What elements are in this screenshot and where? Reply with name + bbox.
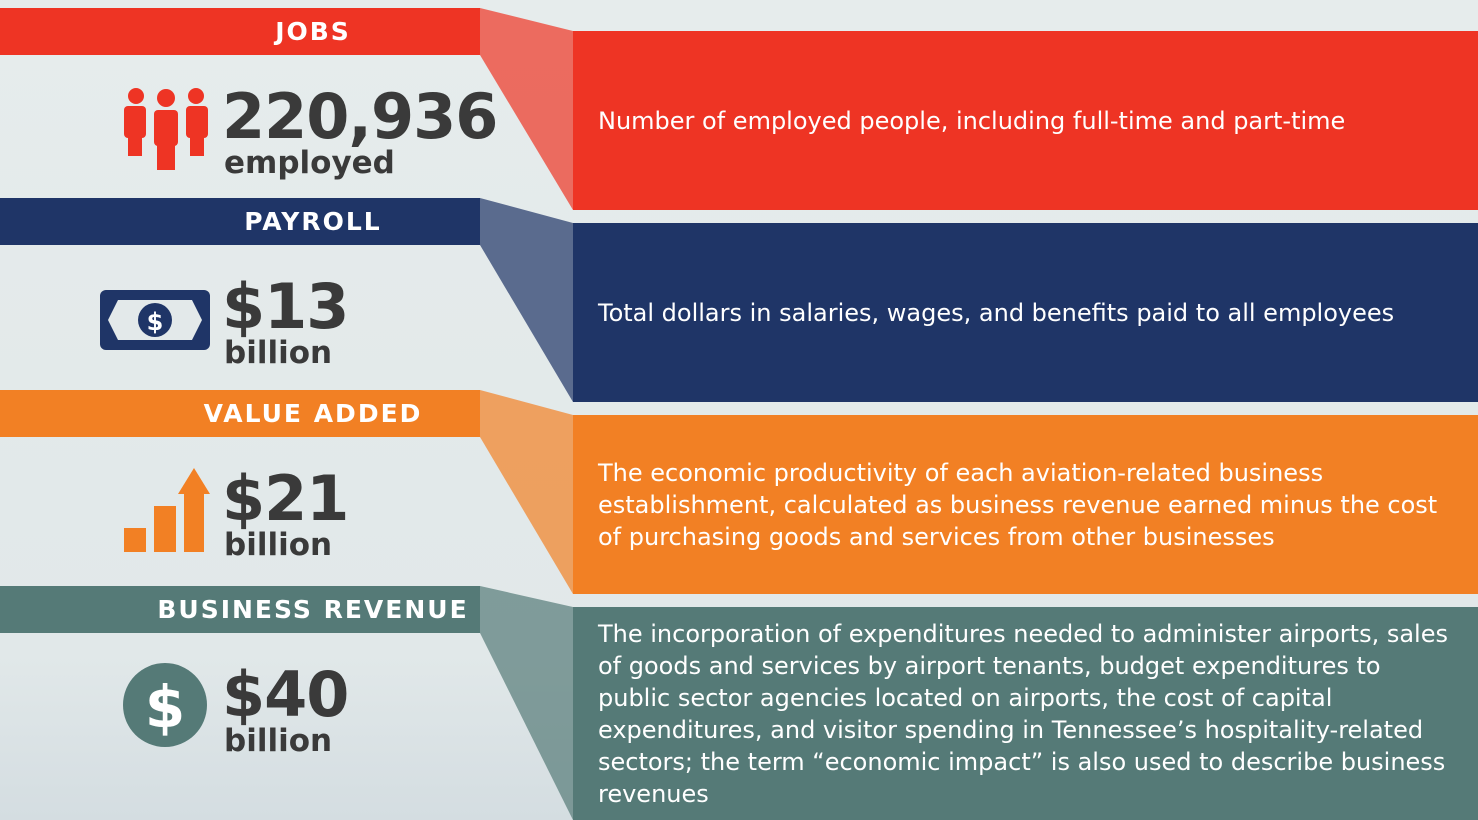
header-bar [0,390,480,437]
section-value: 220,936 [222,80,498,153]
section-description: The incorporation of expenditures needed… [598,619,1448,808]
header-bar [0,198,480,245]
section-description: Total dollars in salaries, wages, and be… [598,298,1395,327]
section-header: BUSINESS REVENUE [157,595,469,624]
growth-icon [124,468,210,552]
description-panel [573,223,1478,402]
header-bar [0,586,480,633]
people-icon [124,88,208,170]
section-header: PAYROLL [244,207,382,236]
section-description: The economic productivity of each aviati… [598,458,1438,551]
money-icon: $ [100,290,210,350]
connector [480,198,573,402]
section-value: $13 [222,270,349,343]
connector [480,8,573,210]
section-unit: billion [224,723,333,759]
section-unit: employed [224,145,395,181]
section-value: $40 [222,658,349,731]
section-description: Number of employed people, including ful… [598,106,1346,135]
dollar-icon: $ [123,663,207,747]
description-panel [573,415,1478,594]
description-panel [573,607,1478,820]
svg-text:$: $ [145,673,185,741]
section-value: $21 [222,462,349,535]
connector [480,586,573,820]
section-header: VALUE ADDED [203,399,423,428]
section-header: JOBS [275,17,351,46]
section-unit: billion [224,335,333,371]
connector [480,390,573,594]
header-bar [0,8,480,55]
section-unit: billion [224,527,333,563]
description-panel [573,31,1478,210]
svg-text:$: $ [147,308,164,336]
